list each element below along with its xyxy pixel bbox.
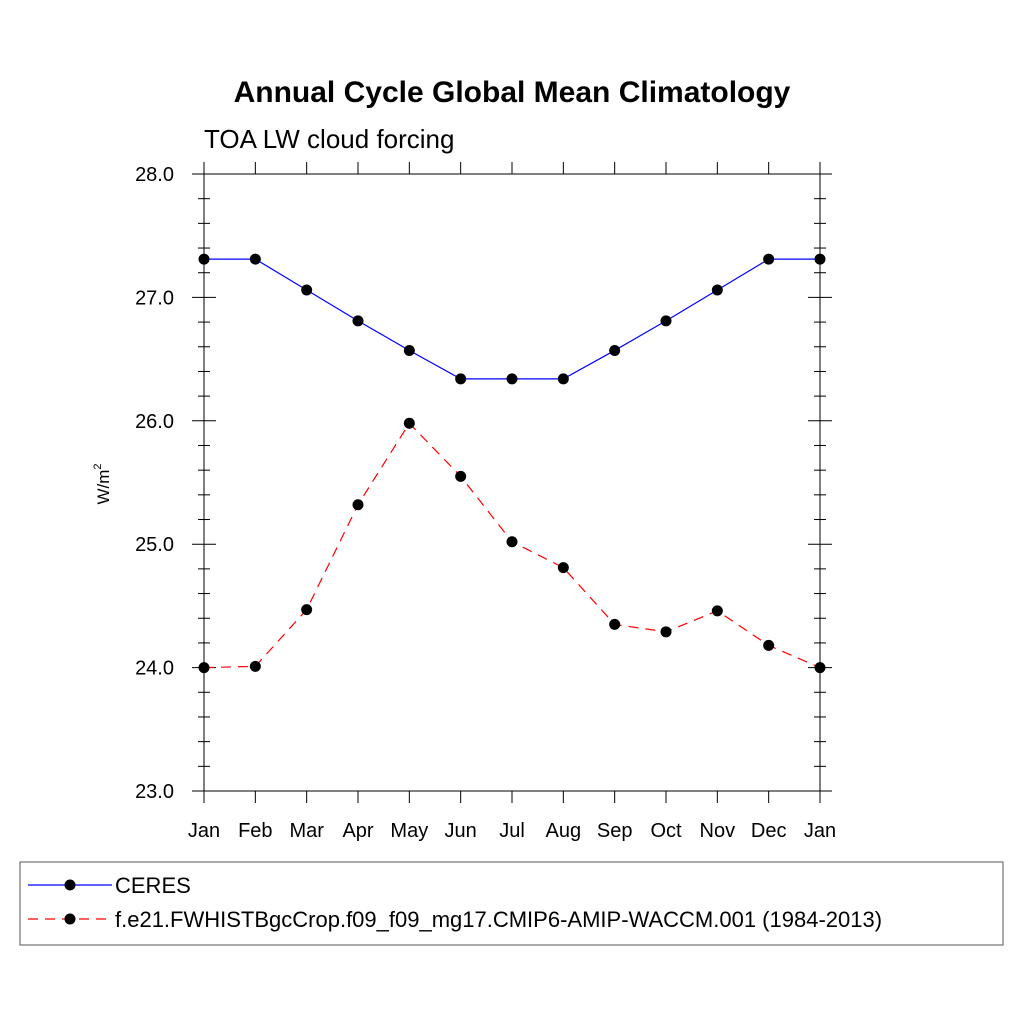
- series-1-point: [249, 660, 261, 672]
- x-tick-labels: Jan Feb Mar Apr May Jun Jul Aug Sep Oct Nov Dec Jan: [188, 820, 836, 842]
- legend-box: [19, 861, 1004, 946]
- y-axis-label-superscript: 2: [92, 463, 104, 469]
- x-tick-label: Jun: [445, 820, 477, 842]
- x-tick-label: Jan: [188, 820, 220, 842]
- y-tick-label: 26.0: [135, 411, 174, 433]
- series-0-point: [301, 284, 313, 296]
- legend-label-1: f.e21.FWHISTBgcCrop.f09_f09_mg17.CMIP6-A…: [115, 907, 882, 932]
- legend-label-0: CERES: [115, 873, 191, 898]
- series-0-point: [198, 253, 210, 265]
- x-tick-label: Feb: [238, 820, 272, 842]
- series-1-point: [763, 639, 775, 651]
- series-1-point: [660, 626, 672, 638]
- series-0-point: [814, 253, 826, 265]
- x-tick-label: May: [390, 820, 428, 842]
- x-tick-label: Nov: [700, 820, 736, 842]
- series-0-point: [506, 373, 518, 385]
- y-axis-label: W/m2: [92, 463, 113, 504]
- legend: CERES f.e21.FWHISTBgcCrop.f09_f09_mg17.CM…: [19, 861, 1004, 946]
- series-1-point: [557, 562, 569, 574]
- y-tick-label: 24.0: [135, 658, 174, 680]
- x-tick-label: Aug: [546, 820, 582, 842]
- y-axis-label-unit: W/m: [94, 470, 113, 505]
- x-tick-label: Sep: [597, 820, 633, 842]
- y-tick-labels: 23.0 24.0 25.0 26.0 27.0 28.0: [135, 164, 174, 803]
- y-tick-label: 28.0: [135, 164, 174, 186]
- series-0-point: [403, 344, 415, 356]
- legend-marker-1: [64, 913, 76, 925]
- series-1-point: [403, 417, 415, 429]
- legend-marker-0: [64, 879, 76, 891]
- series-1-point: [609, 618, 621, 630]
- series-layer: [198, 253, 826, 674]
- x-tick-label: Apr: [342, 820, 373, 842]
- series-0-point: [660, 315, 672, 327]
- series-0-point: [609, 344, 621, 356]
- series-0-point: [249, 253, 261, 265]
- minor-ticks: [198, 198, 826, 767]
- plot-frame-rect: [203, 173, 821, 792]
- series-1-point: [506, 536, 518, 548]
- x-tick-label: Jul: [499, 820, 525, 842]
- series-1-point: [352, 499, 364, 511]
- series-0-point: [557, 373, 569, 385]
- x-tick-label: Oct: [650, 820, 682, 842]
- major-ticks: [192, 162, 832, 803]
- series-line-0: [204, 258, 820, 380]
- y-tick-label: 27.0: [135, 287, 174, 309]
- series-0-point: [711, 284, 723, 296]
- chart-subtitle: TOA LW cloud forcing: [204, 124, 454, 154]
- series-1-point: [301, 604, 313, 616]
- y-tick-label: 23.0: [135, 781, 174, 803]
- series-1-point: [814, 662, 826, 674]
- y-tick-label: 25.0: [135, 534, 174, 556]
- x-tick-label: Jan: [804, 820, 836, 842]
- series-1-point: [455, 470, 467, 482]
- x-tick-label: Dec: [751, 820, 787, 842]
- series-1-point: [711, 605, 723, 617]
- plot-frame: [203, 173, 821, 792]
- x-tick-label: Mar: [289, 820, 324, 842]
- series-0-point: [763, 253, 775, 265]
- series-0-point: [455, 373, 467, 385]
- series-1-point: [198, 662, 210, 674]
- chart-title: Annual Cycle Global Mean Climatology: [234, 76, 791, 109]
- series-0-point: [352, 315, 364, 327]
